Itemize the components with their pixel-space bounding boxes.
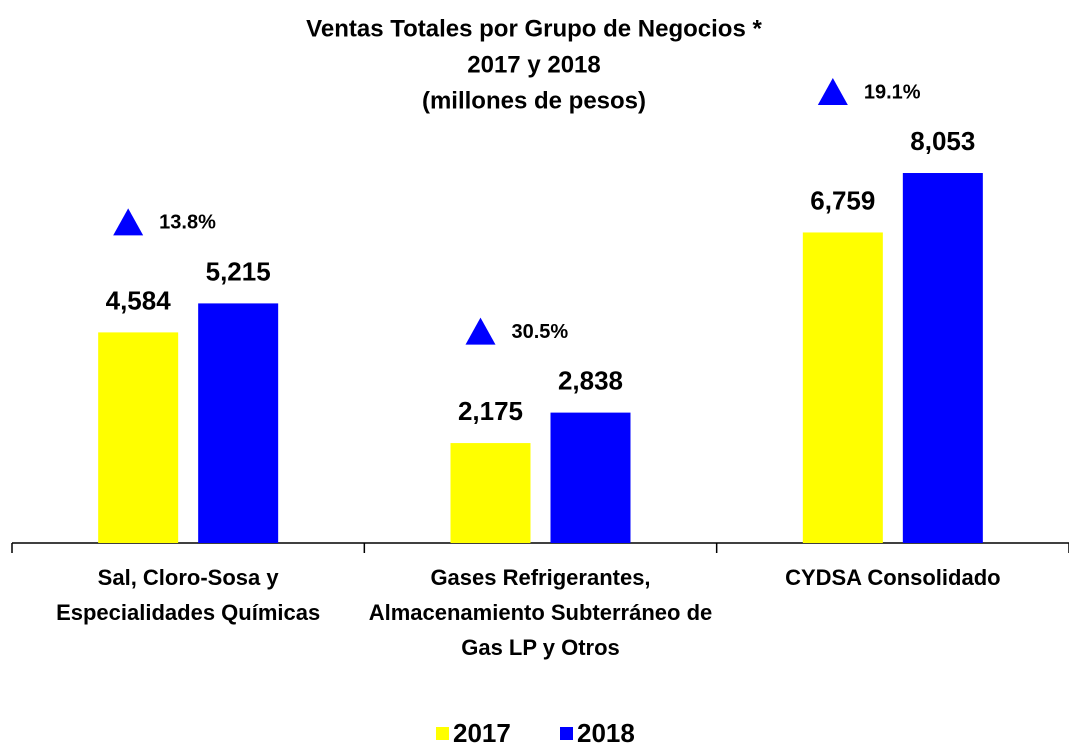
growth-label: 13.8% xyxy=(159,212,216,234)
chart-subtitle: 2017 y 2018 xyxy=(467,51,600,78)
chart-units: (millones de pesos) xyxy=(422,87,646,114)
growth-label: 19.1% xyxy=(864,81,921,103)
bar xyxy=(550,412,631,543)
bar xyxy=(902,173,983,543)
growth-triangle xyxy=(817,78,848,106)
value-label: 2,838 xyxy=(558,365,623,395)
legend-label: 2017 xyxy=(453,718,511,745)
legend-label: 2018 xyxy=(577,718,635,745)
category-label: Sal, Cloro-Sosa y Especialidades Química… xyxy=(56,565,321,625)
value-label: 4,584 xyxy=(106,285,172,315)
growth-label: 30.5% xyxy=(512,321,569,343)
bar xyxy=(450,443,531,543)
legend-swatch xyxy=(436,727,449,740)
bar xyxy=(98,332,179,543)
category-label: Gases Refrigerantes, Almacenamiento Subt… xyxy=(368,565,713,660)
value-label: 2,175 xyxy=(458,396,523,426)
bar xyxy=(198,303,279,543)
growth-triangle xyxy=(465,317,496,345)
value-label: 6,759 xyxy=(810,185,875,215)
value-label: 5,215 xyxy=(206,256,271,286)
category-label: CYDSA Consolidado xyxy=(785,565,1001,590)
value-label: 8,053 xyxy=(910,126,975,156)
growth-triangle xyxy=(113,208,144,236)
bar xyxy=(802,232,883,544)
legend-swatch xyxy=(560,727,573,740)
chart-title: Ventas Totales por Grupo de Negocios * xyxy=(306,15,762,42)
